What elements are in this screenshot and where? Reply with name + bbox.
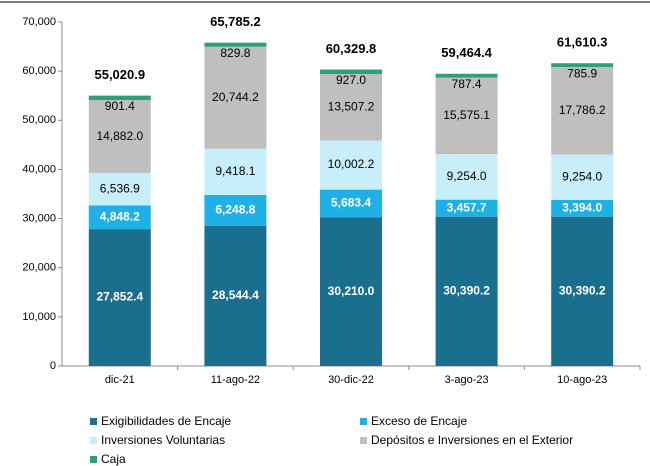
bar-segment: [204, 42, 267, 47]
bar-segment: [551, 216, 614, 366]
bar-segment: [204, 195, 267, 226]
bar-segment: [435, 216, 498, 366]
data-label: 785.9: [567, 66, 597, 80]
legend-label: Exigibilidades de Encaje: [101, 414, 231, 428]
bar-segment: [320, 74, 382, 141]
y-tick-label: 10,000: [22, 311, 56, 323]
y-tick-label: 20,000: [22, 262, 56, 274]
bar-segment: [551, 67, 614, 155]
data-label: 13,507.2: [328, 99, 375, 113]
bar-segment: [435, 199, 498, 217]
bar-segment: [551, 154, 614, 200]
y-tick-label: 30,000: [22, 212, 56, 224]
data-label: 20,744.2: [212, 90, 259, 104]
data-label: 17,786.2: [559, 103, 606, 117]
bar-segment: [435, 154, 498, 200]
data-label: 10,002.2: [328, 157, 375, 171]
bar-segment: [204, 225, 267, 366]
bar-segment: [435, 73, 498, 78]
y-tick-label: 70,000: [22, 16, 56, 28]
bar-segment: [320, 189, 382, 218]
x-tick-label: 10-ago-23: [557, 374, 607, 386]
bar-segment: [320, 140, 382, 190]
data-label: 829.8: [220, 46, 250, 60]
legend-swatch: [90, 418, 97, 425]
y-tick-label: 40,000: [22, 163, 56, 175]
data-label: 901.4: [105, 99, 135, 113]
data-label: 9,254.0: [447, 169, 487, 183]
data-label: 9,418.1: [215, 164, 255, 178]
y-tick-label: 50,000: [22, 114, 56, 126]
data-label: 30,210.0: [328, 284, 375, 298]
data-label: 3,457.7: [447, 200, 487, 214]
bar-segment: [320, 217, 382, 366]
legend-label: Exceso de Encaje: [371, 414, 467, 428]
data-label: 15,575.1: [443, 108, 490, 122]
bar-segment: [204, 148, 267, 196]
bar-segment: [88, 229, 151, 366]
bar-segment: [88, 100, 151, 174]
data-label: 6,248.8: [215, 203, 255, 217]
bar-segment: [88, 173, 151, 206]
data-label: 14,882.0: [96, 129, 143, 143]
data-label: 4,848.2: [100, 209, 140, 223]
legend-label: Caja: [101, 452, 126, 466]
legend-swatch: [90, 437, 97, 444]
data-label: 30,390.2: [443, 283, 490, 297]
data-label: 30,390.2: [559, 283, 606, 297]
bar-segment: [551, 63, 614, 68]
data-label: 787.4: [452, 77, 482, 91]
bar-segment: [551, 199, 614, 217]
data-label: 27,852.4: [96, 290, 143, 304]
bar-segment: [88, 205, 151, 230]
data-label: 3,394.0: [562, 200, 602, 214]
x-tick-label: 11-ago-22: [211, 374, 260, 386]
total-label: 59,464.4: [441, 45, 492, 60]
data-label: 927.0: [336, 73, 366, 87]
data-label: 9,254.0: [562, 169, 602, 183]
y-tick-label: 60,000: [22, 65, 56, 77]
legend-swatch: [360, 437, 367, 444]
legend-swatch: [360, 418, 367, 425]
data-label: 6,536.9: [100, 181, 140, 195]
legend-swatch: [90, 456, 97, 463]
bar-segment: [320, 69, 382, 75]
bar-segment: [204, 46, 267, 149]
bar-segment: [435, 77, 498, 155]
total-label: 65,785.2: [210, 14, 261, 29]
total-label: 61,610.3: [557, 35, 608, 50]
legend-label: Inversiones Voluntarias: [101, 433, 225, 447]
x-tick-label: dic-21: [105, 374, 135, 386]
total-label: 55,020.9: [94, 67, 145, 82]
x-tick-label: 30-dic-22: [328, 374, 374, 386]
data-label: 5,683.4: [331, 196, 371, 210]
y-tick-label: 0: [50, 360, 56, 372]
bar-segment: [88, 95, 151, 101]
data-label: 28,544.4: [212, 288, 259, 302]
legend-label: Depósitos e Inversiones en el Exterior: [371, 433, 573, 447]
total-label: 60,329.8: [326, 41, 377, 56]
x-tick-label: 3-ago-23: [445, 374, 489, 386]
